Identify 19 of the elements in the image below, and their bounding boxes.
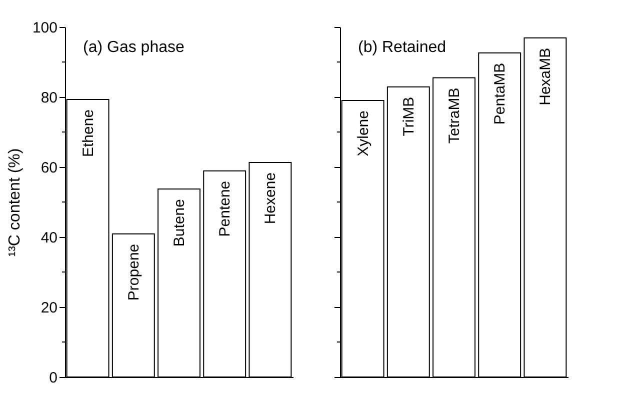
y-tick-label: 60 xyxy=(40,160,58,176)
category-label: HexaMB xyxy=(537,48,554,106)
y-tick-label: 0 xyxy=(49,370,58,386)
x-tick-label: Ethene xyxy=(80,109,97,157)
y-tick-label: 40 xyxy=(40,230,58,246)
y-tick-label: 20 xyxy=(40,300,58,316)
category-label: Xylene xyxy=(354,110,372,156)
category-label: TriMB xyxy=(400,96,418,136)
text: (b) Retained xyxy=(358,39,446,56)
y-tick-label: 80 xyxy=(40,90,58,106)
x-tick-label: Butene xyxy=(171,199,188,247)
x-tick-label: Hexene xyxy=(262,172,280,224)
category-label: PentaMB xyxy=(492,62,509,125)
y-tick-label: 100 xyxy=(32,20,58,36)
y-axis-title: ¹³C content (%) xyxy=(6,148,24,257)
category-label: TetraMB xyxy=(446,88,463,144)
text: (a) Gas phase xyxy=(83,39,184,56)
x-tick-label: Pentene xyxy=(216,180,234,237)
x-tick-label: Propene xyxy=(125,244,142,301)
